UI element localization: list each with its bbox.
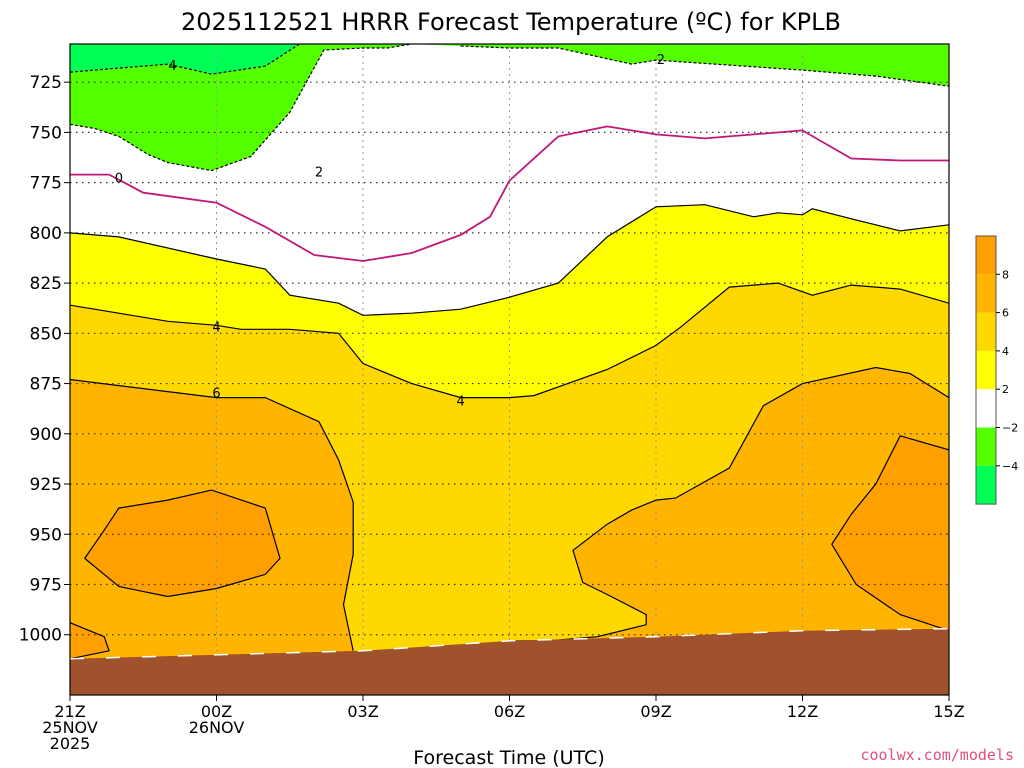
y-tick-label-950: 950 [30,525,62,545]
temperature-region-7 [84,490,280,597]
contour-line-2 [460,45,949,87]
terrain-fill [70,628,949,695]
contour-line-8 [84,489,281,598]
y-tick-label-1000: 1000 [19,626,62,646]
colorbar-band-2 [976,312,996,351]
y-tick-label-925: 925 [30,475,62,495]
y-tick-label-775: 775 [30,174,62,194]
colorbar-band-6 [976,465,996,505]
colorbar-label-2: 4 [1002,345,1009,358]
temperature-region-3 [70,204,949,398]
x-tick-label-00Z-2: 26NOV [189,718,245,737]
contour-label-4: 4 [212,320,220,335]
contour-line-5 [70,282,949,399]
x-tick-label-03Z-1: 03Z [347,702,378,721]
x-tick-label-06Z-1: 06Z [494,702,525,721]
contour-line-4 [70,204,949,316]
y-tick-label-900: 900 [30,425,62,445]
contour-label-2: 2 [315,166,323,181]
contour-line-9 [831,435,949,632]
y-tick-label-750: 750 [30,123,62,143]
contour-label-0: 4 [168,59,176,74]
y-axis: 725 750 775 800 825 850 875 900 925 950 975 1000 [19,73,70,646]
y-tick-label-975: 975 [30,575,62,595]
temperature-region-6 [485,367,949,665]
temperature-region-0 [70,44,300,75]
x-axis-label: Forecast Time (UTC) [413,747,604,768]
x-tick-label-15Z-1: 15Z [933,702,964,721]
contour-line-0 [70,44,300,75]
contour-line-10 [70,622,110,660]
colorbar-label-3: 2 [1002,383,1009,396]
y-tick-label-825: 825 [30,274,62,294]
x-tick-label-21Z-3: 2025 [50,734,91,753]
temperature-fill-regions [70,44,949,675]
colorbar-frame [975,235,997,505]
colorbar-label-1: 6 [1002,307,1009,320]
chart-title: 2025112521 HRRR Forecast Temperature (ºC… [181,8,841,36]
terrain [70,627,949,695]
colorbar-band-1 [976,274,996,313]
x-tick-label-21Z-2: 25NOV [42,718,98,737]
x-tick-label-00Z-1: 00Z [201,702,232,721]
terrain-edge [70,627,949,660]
x-tick-label-09Z-1: 09Z [640,702,671,721]
colorbar-label-0: 8 [1002,268,1009,281]
colorbar: 8 6 4 2 −2 −4 [975,235,1018,505]
credit-text: coolwx.com/models [860,746,1014,764]
contour-line-3 [70,125,949,262]
colorbar-label-5: −4 [1002,460,1018,473]
gridlines [70,44,949,695]
contour-labels: 4 2 2 0 4 6 4 [115,53,665,410]
temperature-region-9 [70,622,110,659]
contour-line-1 [70,44,412,172]
temperature-region-2 [411,44,949,87]
colorbar-band-5 [976,427,996,466]
contour-label-1: 2 [657,53,665,68]
x-tick-label-12Z-1: 12Z [787,702,818,721]
y-tick-label-800: 800 [30,224,62,244]
temperature-region-8 [831,435,949,631]
contour-label-3: 0 [115,172,123,187]
colorbar-label-4: −2 [1002,422,1018,435]
colorbar-band-4 [976,389,996,428]
colorbar-band-0 [976,236,996,275]
y-tick-label-850: 850 [30,324,62,344]
contour-line-6 [70,378,354,651]
colorbar-band-3 [976,350,996,390]
contour-label-6: 4 [457,395,465,410]
temperature-region-1 [70,44,412,171]
y-tick-label-875: 875 [30,375,62,395]
contour-label-5: 6 [212,387,220,402]
y-tick-label-725: 725 [30,73,62,93]
x-tick-label-21Z-1: 21Z [54,702,85,721]
